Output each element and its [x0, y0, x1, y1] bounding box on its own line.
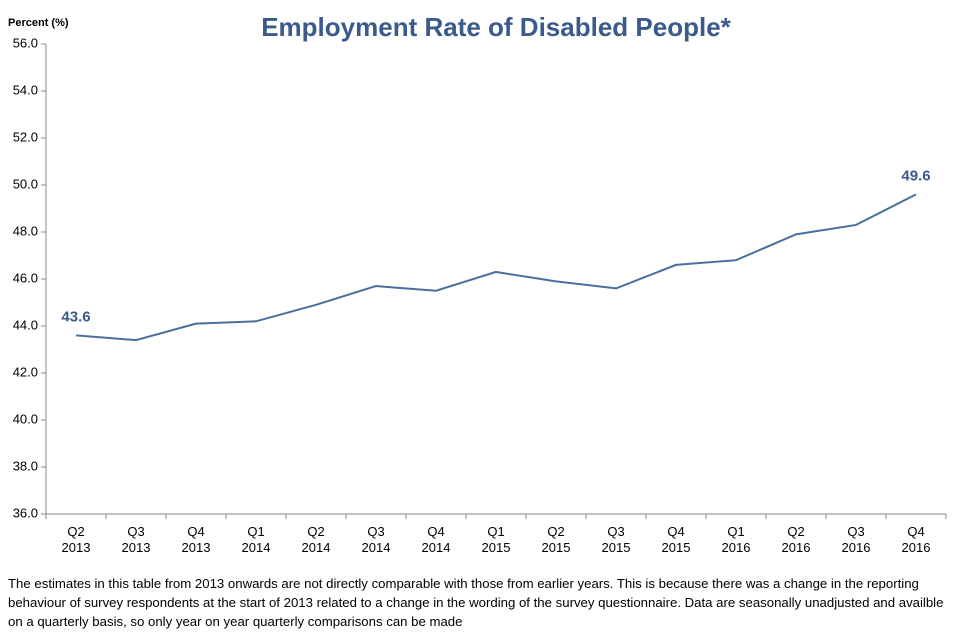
y-tick-label: 56.0 [13, 35, 38, 50]
footnote: The estimates in this table from 2013 on… [8, 576, 944, 629]
x-tick-label: Q2 2015 [541, 524, 571, 555]
y-axis-label: Percent (%) [8, 17, 69, 29]
x-tick-label: Q4 2014 [421, 524, 451, 555]
x-tick-label: Q1 2014 [241, 524, 271, 555]
x-tick-label: Q1 2015 [481, 524, 511, 555]
x-tick-label: Q3 2014 [361, 524, 391, 555]
y-tick-label: 50.0 [13, 176, 38, 191]
x-tick-label: Q4 2015 [661, 524, 691, 555]
x-tick-label: Q2 2016 [781, 524, 811, 555]
x-tick-label: Q2 2014 [301, 524, 331, 555]
data-label: 49.6 [901, 167, 930, 184]
x-tick-label: Q3 2016 [841, 524, 871, 555]
data-label: 43.6 [61, 308, 90, 325]
y-tick-label: 42.0 [13, 364, 38, 379]
y-tick-label: 48.0 [13, 223, 38, 238]
x-tick-label: Q3 2015 [601, 524, 631, 555]
x-tick-label: Q3 2013 [121, 524, 151, 555]
y-tick-label: 36.0 [13, 505, 38, 520]
x-tick-label: Q2 2013 [61, 524, 91, 555]
y-tick-label: 46.0 [13, 270, 38, 285]
line [75, 193, 917, 342]
x-tick-label: Q4 2013 [181, 524, 211, 555]
y-tick-label: 38.0 [13, 458, 38, 473]
y-tick-label: 40.0 [13, 411, 38, 426]
x-tick-label: Q1 2016 [721, 524, 751, 555]
y-tick-label: 54.0 [13, 82, 38, 97]
chart-title: Employment Rate of Disabled People* [261, 12, 731, 42]
x-tick-label: Q4 2016 [901, 524, 931, 555]
y-tick-label: 44.0 [13, 317, 38, 332]
y-tick-label: 52.0 [13, 129, 38, 144]
